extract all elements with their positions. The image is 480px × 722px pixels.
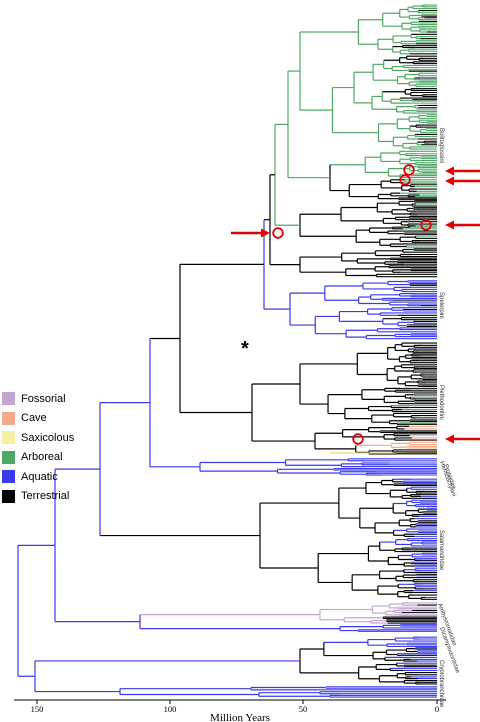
legend-item-fossorial: Fossorial bbox=[2, 389, 112, 409]
x-tick-label-50: 50 bbox=[299, 704, 308, 714]
transition-circle-5 bbox=[352, 433, 364, 445]
legend-swatch-arboreal bbox=[2, 450, 15, 464]
legend-swatch-cave bbox=[2, 411, 15, 425]
arrow-4-head bbox=[261, 228, 270, 238]
x-tick-label-0: 0 bbox=[435, 704, 439, 714]
x-axis-title: Million Years bbox=[210, 712, 270, 722]
arrow-2-head bbox=[445, 176, 454, 186]
legend-swatch-aquatic bbox=[2, 470, 15, 484]
transition-circle-4 bbox=[272, 227, 284, 239]
legend-label-fossorial: Fossorial bbox=[21, 392, 66, 405]
clade-label-plethodontini: Plethodontini bbox=[438, 385, 444, 420]
legend-item-saxicolous: Saxicolous bbox=[2, 428, 112, 448]
legend-item-aquatic: Aquatic bbox=[2, 467, 112, 487]
tip-bars bbox=[317, 4, 437, 698]
transition-circle-3 bbox=[420, 219, 432, 231]
legend-label-saxicolous: Saxicolous bbox=[21, 431, 75, 444]
arrow-3-head bbox=[445, 220, 454, 230]
transition-circle-2 bbox=[399, 174, 411, 186]
legend-label-terrestrial: Terrestrial bbox=[21, 490, 70, 503]
clade-label-bolitoglossini: Bolitoglossini bbox=[438, 128, 444, 163]
transition-markers bbox=[231, 164, 480, 445]
tree-branches bbox=[17, 4, 437, 698]
legend-swatch-terrestrial bbox=[2, 489, 15, 503]
legend-item-cave: Cave bbox=[2, 409, 112, 429]
x-tick-label-150: 150 bbox=[31, 704, 44, 714]
legend: Fossorial Cave Saxicolous Arboreal Aquat… bbox=[2, 389, 112, 506]
legend-swatch-fossorial bbox=[2, 392, 15, 406]
arrow-5-head bbox=[445, 434, 454, 444]
legend-label-aquatic: Aquatic bbox=[21, 470, 58, 483]
star-annotation: * bbox=[241, 338, 249, 360]
legend-swatch-saxicolous bbox=[2, 431, 15, 445]
arrow-1-head bbox=[445, 166, 454, 176]
legend-item-terrestrial: Terrestrial bbox=[2, 487, 112, 507]
transition-circle-1 bbox=[403, 164, 415, 176]
x-tick-label-100: 100 bbox=[164, 704, 177, 714]
legend-label-arboreal: Arboreal bbox=[21, 451, 63, 464]
x-axis: 150 100 50 0 Million Years bbox=[14, 699, 446, 722]
clade-label-salamandridae: Salamandridae bbox=[438, 530, 444, 571]
legend-label-cave: Cave bbox=[21, 412, 47, 425]
clade-label-spelerpini: Spelerpini bbox=[438, 292, 444, 319]
legend-item-arboreal: Arboreal bbox=[2, 448, 112, 468]
clade-label-cryptobranchidae: Cryptobranchidae bbox=[438, 660, 444, 708]
